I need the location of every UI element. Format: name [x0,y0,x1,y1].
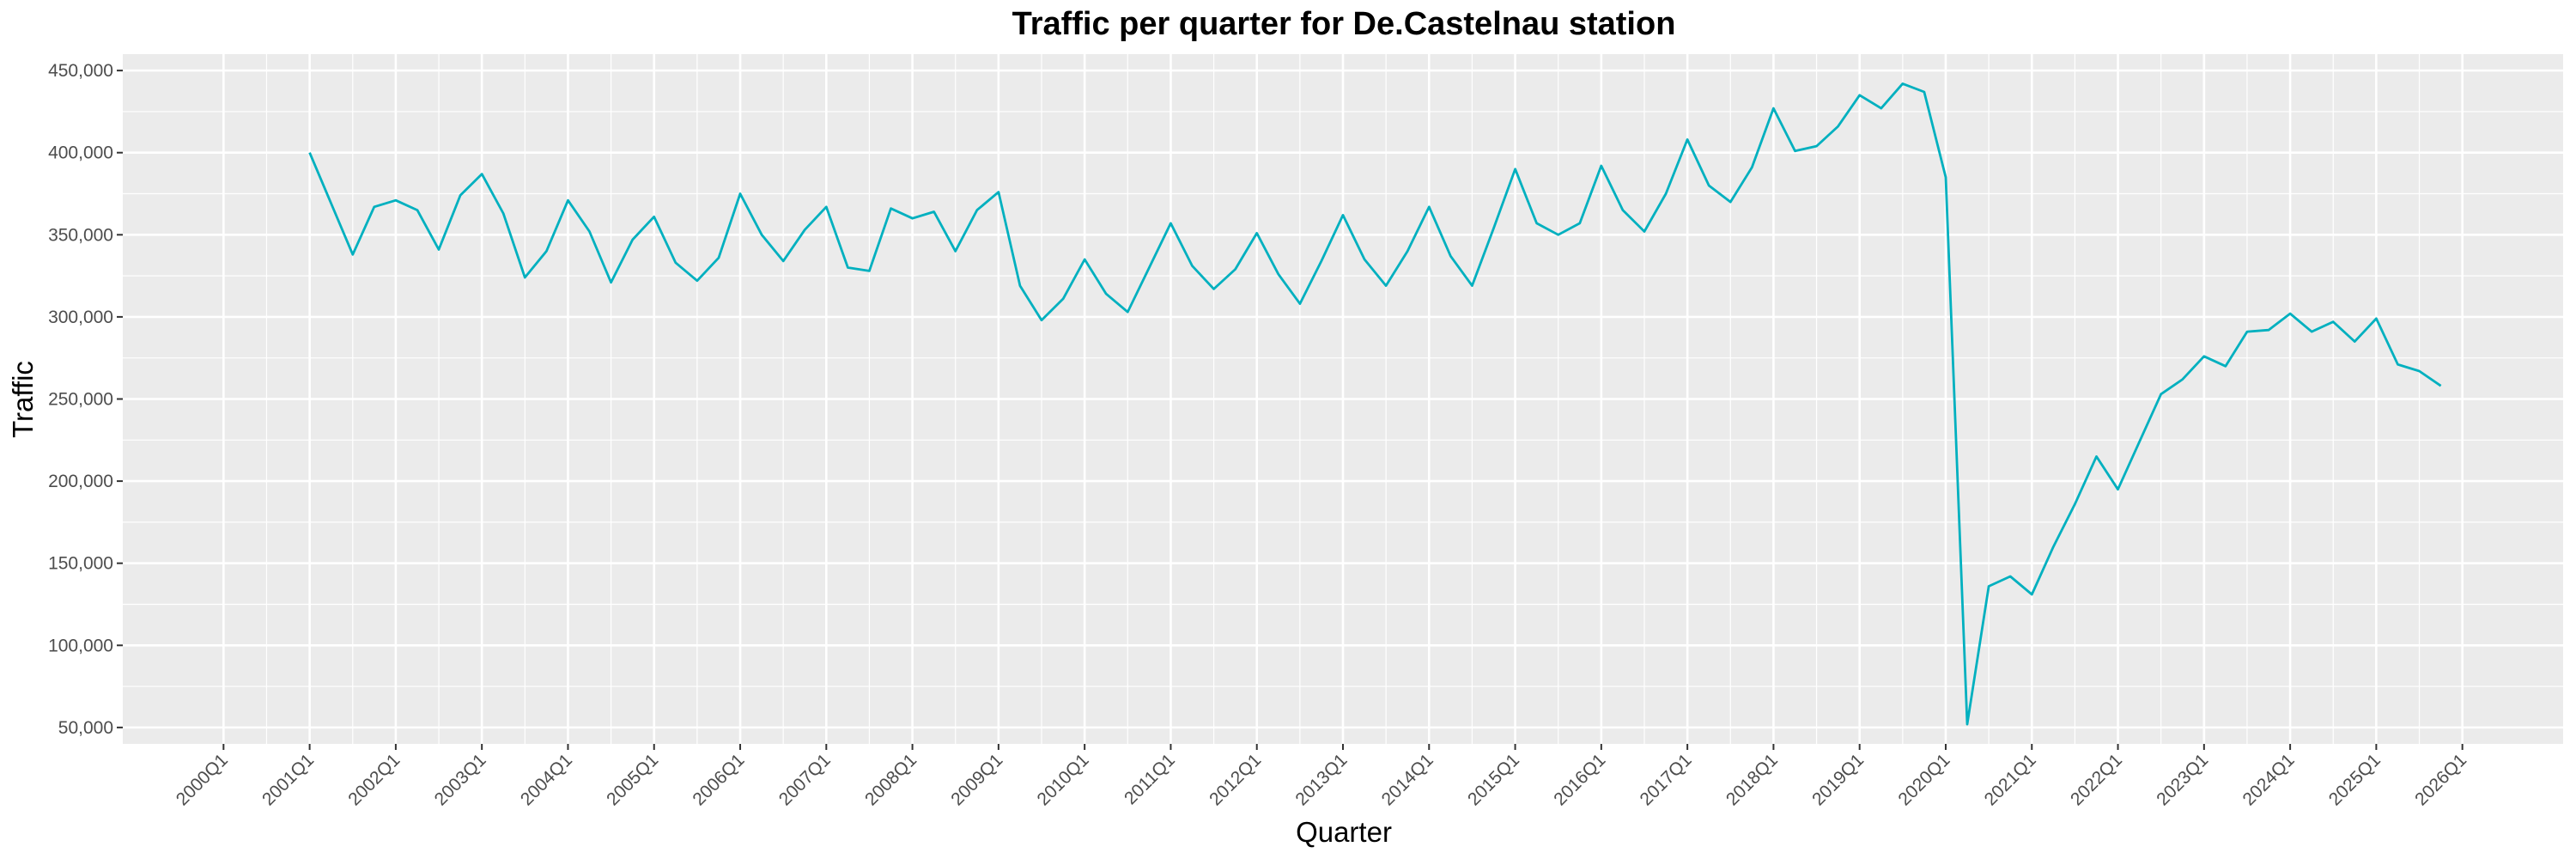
x-tick-label: 2026Q1 [2411,750,2470,809]
x-tick-label: 2007Q1 [775,750,835,809]
x-tick-label: 2010Q1 [1034,750,1093,809]
x-axis-title: Quarter [1296,816,1392,848]
y-tick-label: 150,000 [48,554,113,574]
x-tick-label: 2005Q1 [603,750,662,809]
x-tick-label: 2009Q1 [947,750,1006,809]
x-axis: 2000Q1 2001Q1 2002Q1 2003Q1 2004Q1 2005Q1 2006… [173,744,2470,809]
x-tick-label: 2017Q1 [1637,750,1696,809]
x-tick-label: 2004Q1 [517,750,576,809]
x-tick-label: 2006Q1 [689,750,748,809]
y-axis: 50,000 100,000 150,000 200,000 250,000 300,00… [48,61,123,738]
y-tick-label: 300,000 [48,308,113,327]
x-tick-label: 2018Q1 [1722,750,1782,809]
x-tick-label: 2008Q1 [861,750,920,809]
x-tick-label: 2002Q1 [344,750,404,809]
y-tick-label: 200,000 [48,472,113,491]
x-tick-label: 2020Q1 [1894,750,1953,809]
x-tick-label: 2011Q1 [1121,750,1179,808]
x-tick-label: 2014Q1 [1378,750,1437,809]
x-tick-label: 2000Q1 [173,750,232,809]
y-tick-label: 400,000 [48,143,113,163]
x-tick-label: 2019Q1 [1808,750,1868,809]
x-tick-label: 2012Q1 [1206,750,1265,809]
y-tick-label: 50,000 [58,718,113,738]
x-tick-label: 2013Q1 [1291,750,1351,809]
gridlines [123,54,2563,744]
x-tick-label: 2003Q1 [431,750,490,809]
x-tick-label: 2024Q1 [2239,750,2299,809]
traffic-series-line [308,82,2442,726]
x-tick-label: 2021Q1 [1981,750,2040,809]
x-tick-label: 2025Q1 [2325,750,2385,809]
y-tick-label: 100,000 [48,636,113,655]
y-axis-title: Traffic [7,361,39,438]
y-tick-label: 450,000 [48,61,113,81]
chart-title: Traffic per quarter for De.Castelnau sta… [1012,6,1676,42]
x-tick-label: 2015Q1 [1464,750,1523,809]
x-tick-label: 2016Q1 [1550,750,1609,809]
x-tick-label: 2023Q1 [2153,750,2212,809]
y-tick-label: 350,000 [48,225,113,245]
x-tick-label: 2001Q1 [258,750,318,809]
x-tick-label: 2022Q1 [2067,750,2126,809]
y-tick-label: 250,000 [48,390,113,410]
